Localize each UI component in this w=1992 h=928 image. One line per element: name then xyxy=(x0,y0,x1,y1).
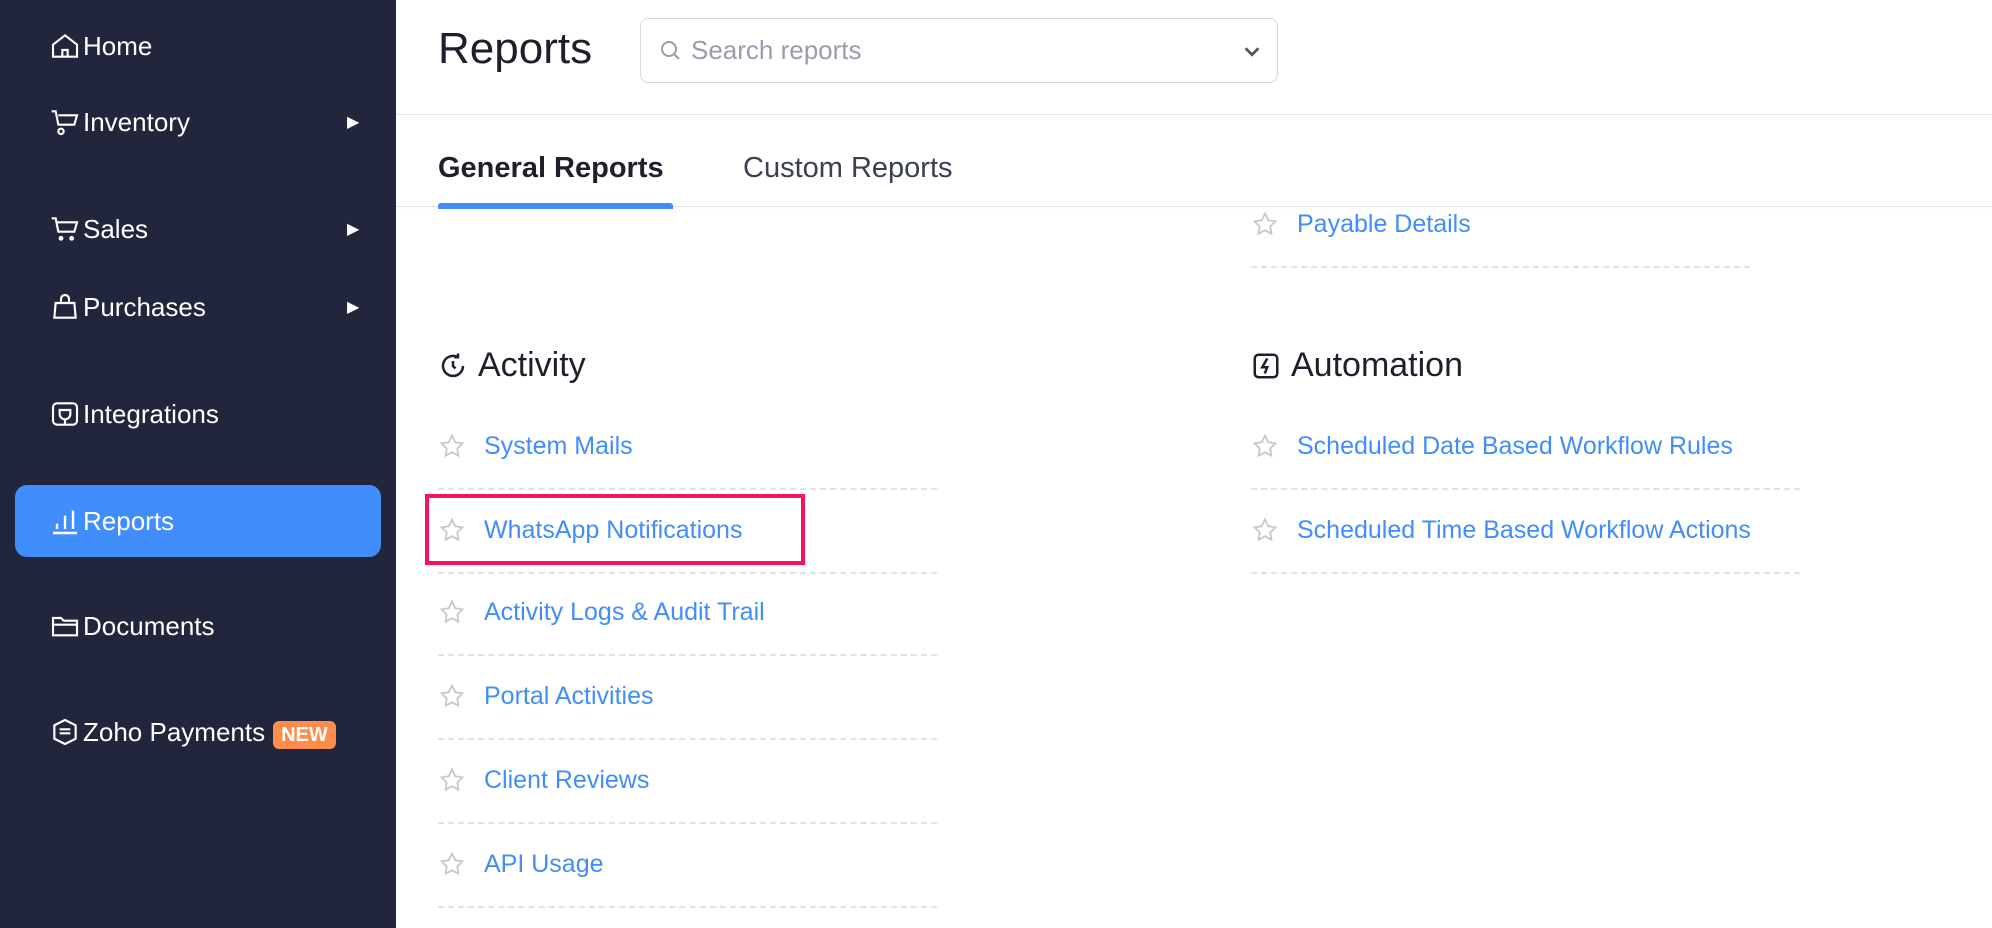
sidebar-item-label: Reports xyxy=(83,505,175,536)
sidebar: Home Inventory ▶ Sales ▶ Purchases ▶ Integr… xyxy=(0,0,396,928)
chevron-down-icon[interactable] xyxy=(1241,40,1263,62)
report-link[interactable]: WhatsApp Notifications xyxy=(438,510,742,550)
divider xyxy=(438,488,937,490)
plug-icon xyxy=(51,402,79,426)
star-icon[interactable] xyxy=(438,766,466,794)
report-link[interactable]: Scheduled Date Based Workflow Rules xyxy=(1251,426,1733,466)
sidebar-item-label: Documents xyxy=(83,610,215,641)
sidebar-item-zoho-payments[interactable]: Zoho Payments NEW xyxy=(15,696,381,768)
star-icon[interactable] xyxy=(438,432,466,460)
bar-chart-icon xyxy=(53,510,77,535)
sidebar-item-purchases[interactable]: Purchases ▶ xyxy=(15,271,381,343)
report-link[interactable]: Payable Details xyxy=(1251,204,1471,244)
report-link-label: Portal Activities xyxy=(484,681,654,710)
report-link-label: API Usage xyxy=(484,849,604,878)
report-link[interactable]: Activity Logs & Audit Trail xyxy=(438,592,765,632)
sidebar-item-label: Sales xyxy=(83,213,149,244)
home-icon xyxy=(51,33,79,58)
folder-icon xyxy=(51,616,79,637)
search-placeholder: Search reports xyxy=(691,35,862,65)
tab-bar-divider xyxy=(396,206,1992,207)
new-badge: NEW xyxy=(273,720,336,749)
divider xyxy=(438,822,937,824)
star-icon[interactable] xyxy=(1251,516,1279,544)
star-icon[interactable] xyxy=(1251,210,1279,238)
star-icon[interactable] xyxy=(438,682,466,710)
star-icon[interactable] xyxy=(438,598,466,626)
divider xyxy=(438,906,937,908)
cart-icon xyxy=(51,217,79,241)
sidebar-item-inventory[interactable]: Inventory ▶ xyxy=(15,86,381,158)
sidebar-item-documents[interactable]: Documents xyxy=(15,590,381,662)
divider xyxy=(1251,572,1800,574)
sidebar-item-label: Integrations xyxy=(83,398,219,429)
divider xyxy=(1251,488,1800,490)
sidebar-item-label: Purchases xyxy=(83,291,206,322)
inventory-icon xyxy=(51,110,79,136)
chevron-right-icon: ▶ xyxy=(347,299,360,316)
divider xyxy=(438,654,937,656)
tab-custom-reports[interactable]: Custom Reports xyxy=(743,152,953,184)
divider xyxy=(438,572,937,574)
star-icon[interactable] xyxy=(438,516,466,544)
highlight-box xyxy=(425,494,805,565)
clock-icon xyxy=(441,353,465,377)
section-automation-heading: Automation xyxy=(1251,346,1463,385)
report-link-label: Client Reviews xyxy=(484,765,650,794)
sidebar-item-home[interactable]: Home xyxy=(15,10,381,82)
sidebar-item-label: Zoho Payments NEW xyxy=(83,717,336,749)
active-tab-indicator xyxy=(438,203,673,209)
report-link-label: Payable Details xyxy=(1297,209,1471,238)
sidebar-item-label: Inventory xyxy=(83,106,190,137)
report-link-label: Scheduled Time Based Workflow Actions xyxy=(1297,515,1751,544)
report-link[interactable]: Portal Activities xyxy=(438,676,654,716)
report-link[interactable]: Client Reviews xyxy=(438,760,649,800)
header-divider xyxy=(396,114,1992,115)
payments-icon xyxy=(53,718,77,746)
section-activity-heading: Activity xyxy=(438,346,586,385)
star-icon[interactable] xyxy=(438,850,466,878)
report-link-label: WhatsApp Notifications xyxy=(484,515,743,544)
star-icon[interactable] xyxy=(1251,432,1279,460)
sidebar-item-label: Home xyxy=(83,30,153,61)
chevron-right-icon: ▶ xyxy=(347,221,360,238)
search-icon xyxy=(661,40,680,60)
search-input[interactable]: Search reports xyxy=(640,18,1278,83)
lightning-icon xyxy=(1253,353,1279,378)
page-title: Reports xyxy=(438,24,593,73)
section-title: Activity xyxy=(478,346,586,384)
report-link-label: Activity Logs & Audit Trail xyxy=(484,597,765,626)
tab-general-reports[interactable]: General Reports xyxy=(438,152,664,184)
divider xyxy=(1251,266,1750,268)
report-link-label: Scheduled Date Based Workflow Rules xyxy=(1297,431,1733,460)
report-link-label: System Mails xyxy=(484,431,633,460)
divider xyxy=(438,738,937,740)
section-title: Automation xyxy=(1291,346,1463,384)
chevron-right-icon: ▶ xyxy=(347,114,360,131)
report-link[interactable]: API Usage xyxy=(438,844,604,884)
sidebar-item-sales[interactable]: Sales ▶ xyxy=(15,193,381,265)
bag-icon xyxy=(53,293,77,319)
report-link[interactable]: System Mails xyxy=(438,426,633,466)
report-link[interactable]: Scheduled Time Based Workflow Actions xyxy=(1251,510,1751,550)
sidebar-item-reports[interactable]: Reports xyxy=(15,485,381,557)
sidebar-item-integrations[interactable]: Integrations xyxy=(15,378,381,450)
